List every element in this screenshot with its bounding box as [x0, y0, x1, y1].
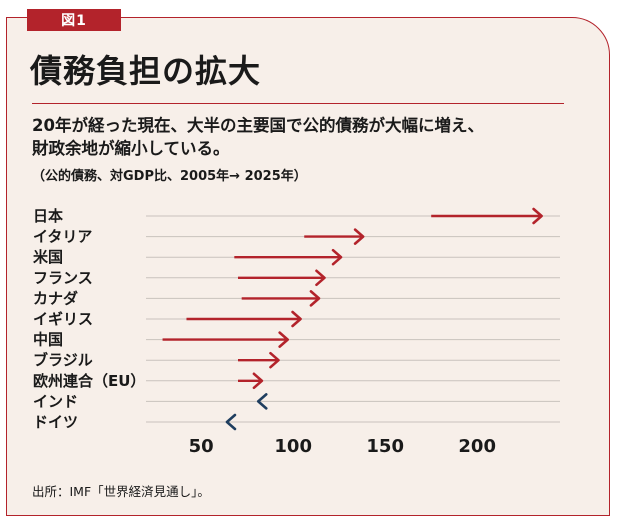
arrow-head — [225, 413, 237, 431]
category-label: イタリア — [33, 228, 92, 246]
arrow-head — [278, 331, 289, 348]
increase-arrow — [304, 228, 365, 245]
arrow-head — [309, 290, 321, 307]
arrow-head — [269, 351, 280, 369]
title-divider — [32, 103, 564, 104]
figure-title: 債務負担の拡大 — [30, 52, 262, 90]
decrease-arrow — [225, 413, 237, 431]
source-note: 出所：IMF「世界経済見通し」。 — [32, 484, 210, 499]
arrow-head — [256, 393, 268, 410]
x-tick-label: 50 — [189, 436, 214, 457]
subtitle-line-1: 20年が経った現在、大半の主要国で公的債務が大幅に増え、 — [32, 116, 484, 135]
increase-arrow — [241, 290, 321, 307]
arrow-head — [331, 248, 343, 266]
category-label: 日本 — [33, 207, 63, 225]
category-label: ドイツ — [33, 413, 78, 431]
category-label: 中国 — [33, 331, 63, 349]
subtitle-line-2: 財政余地が縮小している。 — [32, 139, 230, 158]
x-tick-label: 200 — [458, 436, 496, 457]
increase-arrow — [238, 351, 280, 369]
x-tick-label: 100 — [274, 436, 312, 457]
category-label: 欧州連合（EU） — [33, 372, 145, 390]
decrease-arrow — [256, 393, 268, 410]
x-tick-label: 150 — [366, 436, 404, 457]
x-axis-ticks: 50 100 150 200 — [189, 436, 496, 457]
figure-card — [6, 17, 610, 516]
increase-arrow — [234, 248, 343, 266]
category-label: ブラジル — [33, 351, 93, 369]
category-label: カナダ — [33, 289, 78, 307]
units-note: （公的債務、対GDP比、2005年→ 2025年） — [32, 169, 307, 184]
category-label: インド — [33, 392, 78, 410]
arrow-head — [291, 310, 302, 328]
increase-arrow — [431, 207, 543, 225]
arrow-head — [353, 228, 365, 245]
category-label: フランス — [33, 269, 93, 287]
category-label: イギリス — [33, 310, 93, 328]
increase-arrow — [238, 372, 264, 390]
arrow-head — [252, 372, 264, 390]
increase-arrow — [238, 269, 326, 287]
figure-subtitle: 20年が経った現在、大半の主要国で公的債務が大幅に増え、 財政余地が縮小している… — [32, 114, 592, 160]
arrow-head — [315, 269, 326, 287]
arrow-head — [532, 207, 543, 225]
increase-arrow — [162, 331, 289, 348]
category-label: 米国 — [33, 248, 63, 266]
arrow-marks — [162, 207, 543, 431]
increase-arrow — [186, 310, 302, 328]
figure-label: 図1 — [27, 9, 121, 31]
